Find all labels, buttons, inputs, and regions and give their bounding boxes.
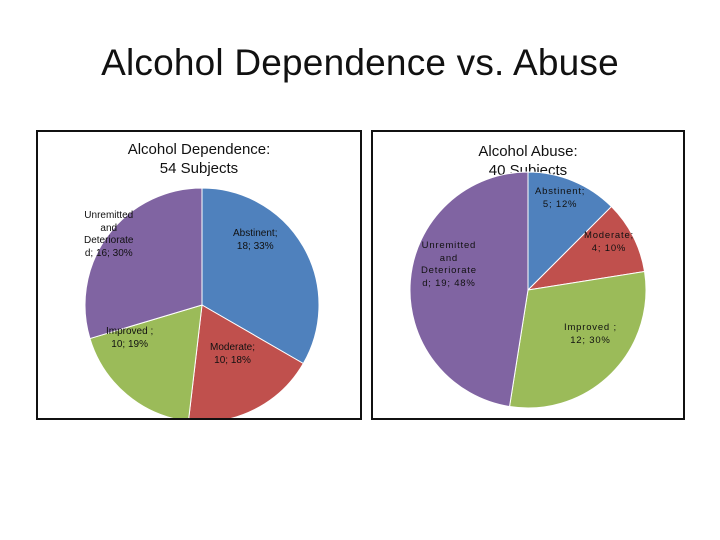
abuse-label-improved-line-2: 12; 30% [570, 334, 611, 346]
abuse-label-improved-line-1: Improved ; [564, 322, 617, 333]
abuse-label-unremitted: Unremitted and Deteriorate d; 19; 48% [421, 240, 477, 290]
dependence-label-unremitted-line-3: Deteriorate [84, 235, 134, 246]
dependence-slice-moderate [188, 304, 305, 418]
abuse-label-abstinent-line-2: 5; 12% [542, 198, 578, 210]
dependence-chart-subtitle: 54 Subjects [159, 160, 239, 177]
abuse-pie [409, 171, 647, 409]
dependence-label-moderate: Moderate; 10; 18% [210, 342, 255, 367]
dependence-label-abstinent-line-1: Abstinent; [233, 228, 278, 239]
abuse-label-abstinent: Abstinent; 5; 12% [535, 186, 585, 211]
abuse-label-improved: Improved ; 12; 30% [564, 322, 617, 347]
dependence-label-improved: Improved ; 10; 19% [106, 326, 153, 351]
dependence-chart-title-text: Alcohol Dependence: [127, 141, 271, 158]
dependence-slice-unremitted-and-deteriorated [84, 187, 203, 340]
dependence-label-moderate-line-1: Moderate; [210, 342, 256, 353]
abuse-chart-title-text: Alcohol Abuse: [478, 143, 578, 160]
dependence-pie [84, 187, 320, 418]
dependence-label-moderate-line-2: 10; 18% [214, 354, 251, 366]
dependence-label-unremitted-line-2: and [100, 222, 118, 234]
dependence-slice-abstinent [201, 187, 320, 365]
dependence-label-improved-line-2: 10; 19% [111, 338, 148, 350]
abuse-label-abstinent-line-1: Abstinent; [535, 186, 586, 197]
dependence-label-unremitted-line-1: Unremitted [84, 210, 134, 221]
abuse-slice-moderate [526, 205, 646, 291]
dependence-label-unremitted: Unremitted and Deteriorate d; 16; 30% [84, 210, 133, 260]
abuse-slice-unremitted-and-deteriorated [409, 171, 529, 408]
dependence-label-abstinent-line-2: 18; 33% [236, 240, 274, 252]
dependence-chart: Alcohol Dependence: 54 Subjects Abstinen… [36, 130, 362, 420]
dependence-label-unremitted-line-4: d; 16; 30% [84, 247, 133, 259]
abuse-label-unremitted-line-4: d; 19; 48% [422, 277, 476, 289]
abuse-slice-abstinent [527, 171, 613, 292]
abuse-chart: Alcohol Abuse: 40 Subjects Abstinent; 5;… [371, 130, 685, 420]
dependence-label-improved-line-1: Improved ; [106, 326, 154, 337]
dependence-chart-title: Alcohol Dependence: 54 Subjects [38, 140, 360, 178]
abuse-label-moderate-line-2: 4; 10% [591, 242, 627, 254]
dependence-label-abstinent: Abstinent; 18; 33% [233, 228, 277, 253]
abuse-label-unremitted-line-3: Deteriorate [421, 265, 477, 276]
abuse-label-moderate-line-1: Moderate; [584, 230, 634, 241]
abuse-label-unremitted-line-1: Unremitted [421, 240, 477, 251]
abuse-slice-improved [508, 270, 647, 409]
abuse-label-moderate: Moderate; 4; 10% [584, 230, 634, 255]
abuse-label-unremitted-line-2: and [439, 252, 459, 264]
slide-title: Alcohol Dependence vs. Abuse [101, 42, 619, 83]
dependence-slice-improved [89, 304, 203, 418]
